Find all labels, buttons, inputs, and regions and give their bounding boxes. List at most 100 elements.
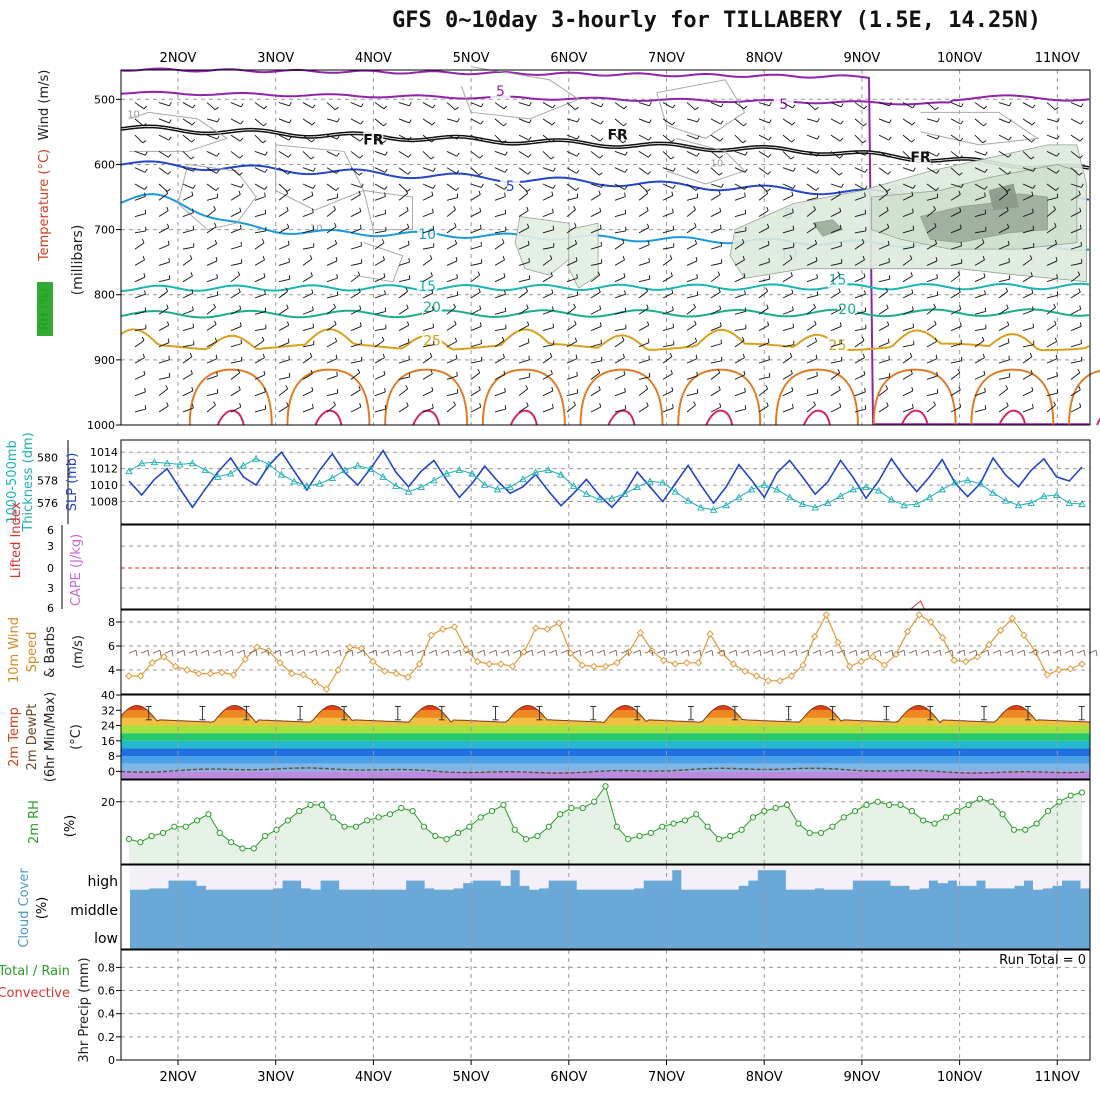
- wind-barb-flag: [863, 273, 866, 278]
- wind-barb-10m: [548, 649, 557, 654]
- wind-barb: [374, 328, 386, 331]
- wind-barb: [1022, 134, 1032, 143]
- thickness-point: [1040, 492, 1048, 500]
- wind-barb: [422, 134, 432, 143]
- wind-barb: [734, 150, 746, 156]
- isotherm-label-bg: [773, 95, 794, 112]
- wind-barb-flag: [526, 206, 529, 211]
- wind-barb-flag: [359, 403, 362, 408]
- wind-barb: [830, 183, 842, 188]
- wind-barb: [998, 227, 1009, 234]
- rh-point: [148, 832, 155, 840]
- wind-barb-flag: [336, 135, 340, 140]
- wind-barb: [614, 310, 626, 315]
- wind-barb: [134, 391, 146, 397]
- wind-speed-point: [392, 669, 401, 678]
- wind-barb: [350, 372, 361, 380]
- x-tick-label-bottom: 10NOV: [937, 1070, 982, 1085]
- wind-barb: [854, 357, 865, 364]
- wind-barb-flag: [647, 338, 650, 343]
- rh-point: [693, 811, 700, 818]
- slp-tick-label: 1008: [90, 496, 118, 509]
- wind-barb: [710, 406, 722, 413]
- wind-barb-flag: [312, 184, 316, 189]
- wind-barb-10m-flag: [735, 650, 738, 657]
- wind-barb: [230, 389, 241, 397]
- wind-barb-flag: [287, 338, 290, 343]
- wind-barb: [662, 356, 673, 364]
- wind-barb-flag: [527, 223, 530, 228]
- wind-barb: [494, 310, 506, 315]
- wind-barb-flag: [238, 385, 241, 391]
- temp-band: [121, 733, 1090, 741]
- rh-point: [477, 814, 484, 821]
- temp-band: [121, 756, 1090, 764]
- wind-barb-flag: [575, 187, 580, 191]
- y-tick-label: 700: [94, 224, 115, 237]
- wind-barb: [1070, 228, 1082, 234]
- wind-barb: [326, 341, 337, 348]
- isotherm-label-bg: [500, 177, 521, 194]
- wind-speed-point: [427, 631, 435, 639]
- wind-barb-flag: [935, 106, 939, 111]
- wind-barb-flag: [814, 320, 817, 325]
- wind-barb: [950, 167, 960, 176]
- wind-barb-flag: [1029, 352, 1033, 357]
- wind-barb-flag: [958, 385, 961, 391]
- wind-barb: [638, 388, 648, 397]
- wind-barb: [974, 183, 985, 190]
- wind-barb-10m: [260, 649, 269, 654]
- wind-barb-flag: [694, 337, 698, 342]
- wind-barb-flag: [575, 354, 578, 359]
- wind-barb-10m: [932, 649, 941, 654]
- wind-barb: [830, 167, 840, 176]
- wind-barb-flag: [240, 120, 244, 125]
- wind-barb: [278, 405, 289, 413]
- wind-barb-flag: [741, 336, 745, 341]
- wind-barb: [446, 183, 457, 191]
- wind-barb: [350, 134, 361, 142]
- thickness-point: [595, 495, 603, 503]
- wind-barb-flag: [454, 337, 458, 342]
- wind-barb-flag: [695, 354, 698, 359]
- wind-barb-flag: [239, 137, 244, 142]
- wind-barb-flag: [143, 122, 147, 127]
- wind-barb: [494, 328, 506, 331]
- rh-point: [500, 801, 507, 808]
- wind-barb-10m-flag: [819, 650, 822, 657]
- rh-point: [125, 836, 133, 843]
- wind-barb: [374, 213, 386, 217]
- wind-barb-10m: [296, 649, 305, 654]
- isotherm-30-lobe: [774, 368, 859, 426]
- wind-barb-flag: [479, 155, 483, 159]
- wind-barb: [350, 183, 362, 188]
- wind-barb-flag: [959, 155, 963, 159]
- thickness-point: [951, 478, 959, 486]
- wind-barb-flag: [934, 222, 937, 227]
- wind-barb-10m-flag: [999, 650, 1002, 657]
- wind-barb: [230, 406, 242, 413]
- wind-barb: [470, 274, 481, 283]
- wind-barb: [422, 151, 432, 160]
- wind-barb: [518, 307, 529, 315]
- wind-barb-flag: [166, 304, 169, 309]
- wind-barb-flag: [1031, 386, 1034, 391]
- wind-barb: [902, 356, 913, 364]
- wind-barb: [614, 213, 626, 217]
- wind-barb: [830, 245, 842, 250]
- wind-barb: [254, 230, 266, 234]
- wind-barb-flag: [504, 192, 506, 197]
- wind-barb-flag: [839, 137, 844, 142]
- thickness-point: [379, 472, 387, 480]
- wind-barb: [686, 277, 698, 283]
- wind-barb: [350, 274, 361, 283]
- wind-barb: [806, 197, 818, 201]
- wind-barb: [422, 292, 434, 299]
- wind-barb: [134, 102, 145, 110]
- level-label: low: [94, 931, 118, 947]
- wind-barb-flag: [359, 137, 364, 142]
- wind-barb: [1070, 274, 1081, 283]
- wind-barb: [806, 260, 818, 266]
- wind-barb: [806, 118, 818, 123]
- wind-barb-flag: [1056, 152, 1060, 157]
